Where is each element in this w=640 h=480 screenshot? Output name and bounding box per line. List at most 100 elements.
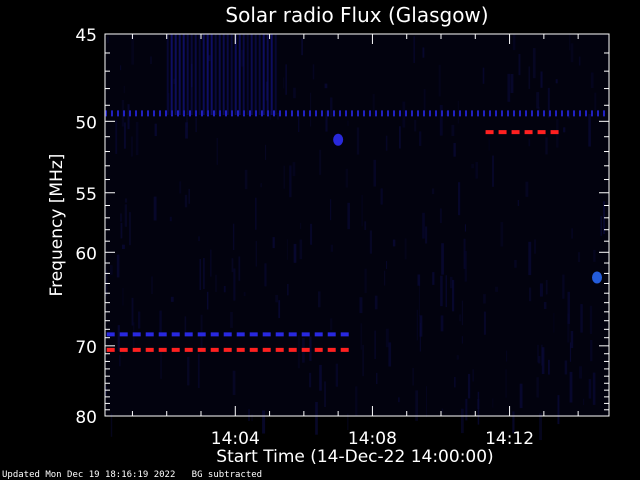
texture-streak	[545, 137, 548, 155]
texture-streak	[345, 168, 348, 188]
y-tick-label: 50	[75, 113, 97, 133]
texture-streak	[223, 286, 226, 293]
texture-streak	[536, 377, 539, 398]
texture-streak	[488, 139, 490, 151]
emission-blob-stripe	[238, 34, 241, 115]
texture-streak	[135, 121, 139, 156]
texture-streak	[129, 212, 131, 246]
texture-streak	[592, 372, 596, 405]
texture-streak	[413, 36, 415, 63]
y-axis: 45 50 55 60 70 80	[75, 26, 609, 428]
emission-blob-stripe	[194, 34, 197, 115]
texture-streak	[450, 276, 453, 289]
texture-streak	[464, 250, 467, 282]
texture-streak	[325, 110, 328, 132]
emission-blob-stripe	[186, 34, 189, 115]
texture-streak	[440, 275, 443, 307]
texture-streak	[115, 120, 118, 154]
texture-streak	[107, 36, 109, 44]
texture-streak	[388, 342, 392, 367]
texture-streak	[483, 294, 486, 304]
texture-streak	[422, 47, 425, 58]
texture-streak	[445, 275, 447, 308]
texture-streak	[251, 414, 253, 422]
texture-streak	[195, 117, 197, 133]
texture-streak	[121, 100, 125, 127]
texture-streak	[564, 360, 568, 375]
texture-streak	[543, 302, 547, 309]
texture-streak	[287, 284, 289, 296]
texture-streak	[439, 105, 443, 136]
texture-streak	[471, 163, 474, 169]
texture-streak	[359, 297, 363, 314]
texture-streak	[298, 115, 300, 132]
texture-streak	[563, 127, 566, 133]
texture-streak	[373, 159, 376, 187]
texture-streak	[120, 213, 123, 222]
emission-blob-stripe	[274, 34, 277, 115]
texture-streak	[364, 221, 367, 230]
emission-blob-stripe	[178, 34, 181, 115]
texture-streak	[538, 356, 541, 364]
texture-streak	[188, 188, 190, 204]
texture-streak	[255, 197, 257, 230]
texture-streak	[570, 43, 574, 63]
texture-streak	[312, 64, 315, 80]
texture-streak	[374, 330, 376, 359]
texture-streak	[159, 310, 162, 335]
texture-streak	[505, 369, 507, 398]
texture-streak	[206, 291, 209, 310]
texture-streak	[360, 323, 363, 350]
y-tick-label: 45	[75, 26, 97, 46]
texture-streak	[355, 386, 358, 416]
texture-streak	[200, 314, 203, 349]
texture-streak	[463, 238, 466, 269]
spectrogram-features	[105, 34, 609, 352]
texture-streak	[423, 89, 426, 111]
texture-streak	[330, 97, 333, 118]
texture-streak	[571, 228, 573, 239]
texture-streak	[356, 127, 360, 155]
emission-blob-stripe	[258, 34, 261, 115]
texture-streak	[123, 85, 125, 94]
texture-streak	[569, 342, 572, 362]
texture-streak	[459, 314, 462, 322]
texture-streak	[399, 126, 401, 149]
texture-streak	[169, 216, 172, 222]
plot-frame	[104, 33, 610, 417]
y-tick-label: 60	[75, 244, 97, 264]
texture-streak	[464, 224, 466, 232]
texture-streak	[583, 398, 585, 405]
texture-streak	[518, 54, 521, 76]
texture-streak	[404, 238, 407, 260]
texture-streak	[285, 64, 287, 95]
texture-streak	[184, 316, 187, 337]
emission-blob-stripe	[262, 34, 265, 115]
texture-streak	[131, 34, 134, 65]
texture-streak	[230, 312, 233, 328]
texture-streak	[432, 272, 435, 285]
texture-streak	[532, 48, 536, 79]
texture-streak	[117, 325, 120, 351]
texture-streak	[269, 111, 271, 120]
texture-streak	[127, 104, 130, 130]
texture-streak	[203, 258, 205, 290]
x-tick-label: 14:12	[485, 429, 534, 449]
texture-streak	[210, 249, 212, 277]
texture-streak	[300, 222, 302, 229]
texture-streak	[553, 312, 555, 333]
texture-streak	[580, 304, 583, 333]
texture-streak	[289, 165, 292, 198]
texture-streak	[384, 270, 386, 286]
chart-title: Solar radio Flux (Glasgow)	[225, 3, 488, 27]
texture-streak	[347, 120, 349, 126]
y-tick-label: 70	[75, 338, 97, 358]
emission-blob-stripe	[210, 34, 213, 115]
texture-streak	[593, 249, 596, 262]
texture-streak	[483, 311, 486, 335]
texture-streak	[376, 372, 378, 384]
texture-streak	[547, 87, 550, 118]
texture-streak	[150, 56, 152, 64]
texture-streak	[517, 200, 520, 206]
texture-streak	[416, 309, 418, 341]
